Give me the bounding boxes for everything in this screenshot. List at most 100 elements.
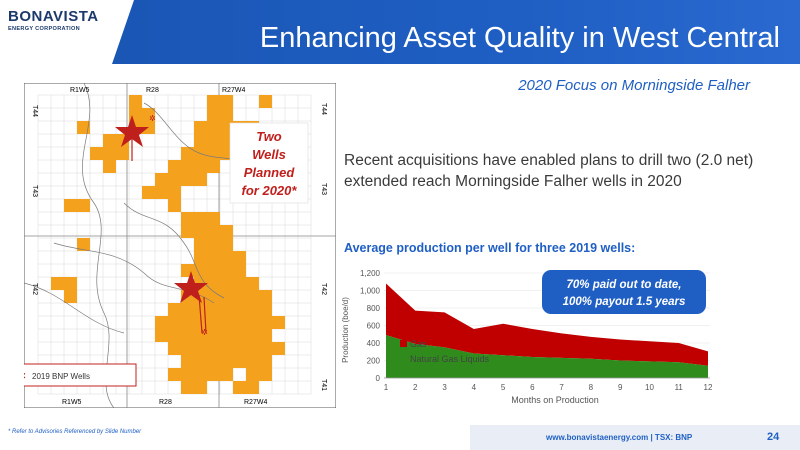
x-tick-label: 7 bbox=[559, 383, 564, 392]
page-number: 24 bbox=[767, 431, 780, 443]
land-parcel bbox=[246, 329, 259, 342]
land-parcel bbox=[233, 381, 246, 394]
bnp-well-icon: ✲ bbox=[201, 328, 208, 337]
land-parcel bbox=[155, 329, 168, 342]
land-parcel bbox=[168, 316, 181, 329]
land-parcel bbox=[233, 264, 246, 277]
land-parcel bbox=[194, 251, 207, 264]
map-road bbox=[123, 202, 225, 299]
range-label-top-1: R1W5 bbox=[70, 87, 90, 94]
map-legend-label: 2019 BNP Wells bbox=[32, 372, 90, 381]
legend-swatch-ngl bbox=[400, 355, 407, 362]
township-label-right-4: T41 bbox=[320, 379, 327, 391]
body-text: Recent acquisitions have enabled plans t… bbox=[344, 152, 754, 190]
payout-callout-line-2: 100% payout 1.5 years bbox=[563, 296, 686, 308]
range-label-bottom-2: R28 bbox=[159, 399, 172, 406]
land-parcel bbox=[233, 329, 246, 342]
wells-planned-callout-box bbox=[229, 122, 309, 204]
land-parcel bbox=[181, 147, 194, 160]
land-parcel bbox=[181, 225, 194, 238]
land-parcel bbox=[64, 277, 77, 290]
land-parcels bbox=[51, 95, 285, 394]
y-tick-label: 600 bbox=[367, 322, 381, 331]
planned-well-star-icon bbox=[174, 271, 208, 303]
land-parcel bbox=[142, 121, 155, 134]
land-parcel bbox=[129, 95, 142, 108]
land-map: R1W5 R28 R27W4 R1W5 R28 R27W4 T44 T43 T4… bbox=[24, 83, 336, 408]
x-tick-label: 9 bbox=[618, 383, 623, 392]
township-label-left-2: T43 bbox=[31, 185, 38, 197]
callout-line-2: Wells bbox=[252, 147, 286, 162]
land-parcel bbox=[207, 277, 220, 290]
x-tick-label: 11 bbox=[675, 383, 684, 392]
land-parcel bbox=[220, 95, 233, 108]
company-logo: BONAVISTA ENERGY CORPORATION bbox=[8, 8, 103, 32]
y-tick-label: 200 bbox=[367, 357, 381, 366]
chart-areas bbox=[386, 283, 708, 378]
land-parcel bbox=[155, 316, 168, 329]
land-parcel bbox=[233, 342, 246, 355]
land-parcel bbox=[233, 251, 246, 264]
land-parcel bbox=[194, 173, 207, 186]
callout-line-4: for 2020* bbox=[242, 183, 298, 198]
range-label-bottom-3: R27W4 bbox=[244, 399, 267, 406]
land-parcel bbox=[77, 121, 90, 134]
footnote: * Refer to Advisories Referenced by Slid… bbox=[8, 429, 142, 435]
township-label-right-1: T44 bbox=[320, 103, 327, 115]
township-label-right-2: T43 bbox=[320, 183, 327, 195]
land-parcel bbox=[220, 277, 233, 290]
land-parcel bbox=[220, 251, 233, 264]
land-parcel bbox=[90, 147, 103, 160]
range-label-top-2: R28 bbox=[146, 87, 159, 94]
land-parcel bbox=[103, 134, 116, 147]
land-parcel bbox=[103, 160, 116, 173]
land-parcel bbox=[246, 290, 259, 303]
land-parcel bbox=[207, 108, 220, 121]
land-parcel bbox=[207, 303, 220, 316]
land-parcel bbox=[207, 134, 220, 147]
land-parcel bbox=[194, 368, 207, 381]
logo-wordmark: BONAVISTA bbox=[8, 8, 99, 25]
land-parcel bbox=[220, 290, 233, 303]
land-parcel bbox=[220, 329, 233, 342]
land-parcel bbox=[207, 251, 220, 264]
x-tick-label: 4 bbox=[472, 383, 477, 392]
land-parcel bbox=[116, 147, 129, 160]
land-parcel bbox=[207, 329, 220, 342]
land-parcel bbox=[220, 225, 233, 238]
y-tick-label: 0 bbox=[376, 374, 381, 383]
land-parcel bbox=[207, 316, 220, 329]
legend-swatch-gas bbox=[400, 340, 407, 347]
x-tick-labels: 1 2 3 4 5 6 7 8 9 10 11 12 bbox=[384, 383, 713, 392]
land-parcel bbox=[51, 277, 64, 290]
township-label-left-1: T44 bbox=[31, 105, 38, 117]
land-parcel bbox=[194, 355, 207, 368]
land-parcel bbox=[103, 147, 116, 160]
range-label-top-3: R27W4 bbox=[222, 87, 245, 94]
y-tick-label: 800 bbox=[367, 304, 381, 313]
land-parcel bbox=[246, 355, 259, 368]
land-parcel bbox=[194, 160, 207, 173]
well-trajectory bbox=[198, 294, 203, 334]
township-label-left-3: T42 bbox=[31, 283, 38, 295]
land-parcel bbox=[194, 238, 207, 251]
payout-callout-line-1: 70% paid out to date, bbox=[566, 279, 681, 291]
well-trajectory bbox=[203, 296, 207, 334]
page-title: Enhancing Asset Quality in West Central bbox=[259, 22, 780, 54]
series-area-ngl bbox=[386, 335, 708, 378]
x-tick-label: 10 bbox=[645, 383, 654, 392]
land-parcel bbox=[272, 342, 285, 355]
land-parcel bbox=[246, 303, 259, 316]
x-tick-label: 1 bbox=[384, 383, 389, 392]
land-parcel bbox=[77, 199, 90, 212]
series-area-gas bbox=[386, 283, 708, 366]
land-parcel bbox=[246, 368, 259, 381]
land-parcel bbox=[207, 95, 220, 108]
land-parcel bbox=[207, 121, 220, 134]
x-tick-label: 5 bbox=[501, 383, 506, 392]
footer-website[interactable]: www.bonavistaenergy.com | TSX: BNP bbox=[546, 433, 693, 442]
y-axis-label: Production (boe/d) bbox=[341, 297, 350, 363]
land-parcel bbox=[194, 316, 207, 329]
land-parcel bbox=[207, 355, 220, 368]
land-parcel bbox=[155, 186, 168, 199]
